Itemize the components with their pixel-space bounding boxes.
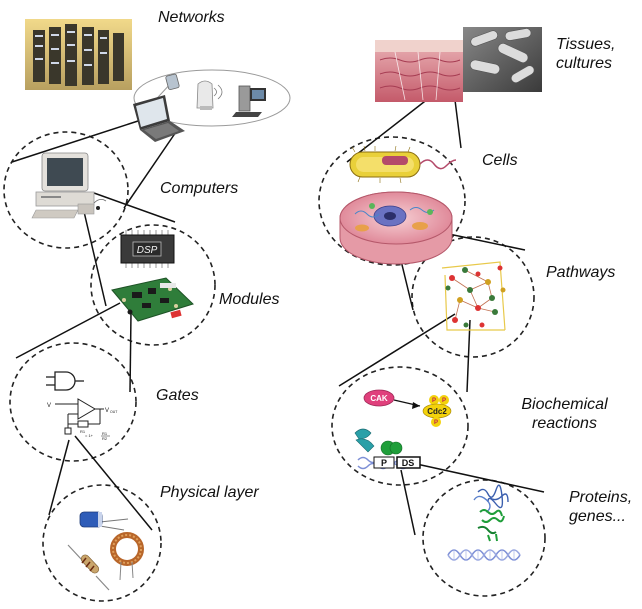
desktop-computer-icon (31, 152, 107, 219)
tissue-photo (375, 40, 463, 102)
pda-icon (165, 73, 180, 91)
biochem-label: Biochemical reactions (507, 395, 622, 433)
kinase-icon: CAK (363, 389, 421, 409)
connector-lines (11, 83, 545, 536)
p-top-right: P (442, 398, 446, 404)
opamp-gain: = 1+ (85, 433, 94, 438)
dna-helix-icon (447, 549, 521, 561)
tissues-label: Tissues, cultures (556, 35, 615, 73)
modules-label: Modules (219, 291, 280, 308)
circuit-board-icon (111, 277, 194, 322)
cdc2-complex-icon: P P Cdc2 P (422, 395, 452, 427)
bacteria-micrograph (463, 27, 542, 92)
pathways-circle (411, 236, 535, 358)
modules-circle (90, 224, 216, 346)
networks-label: Networks (158, 9, 225, 26)
proteins-circle (422, 479, 546, 597)
cells-circle (318, 136, 466, 266)
cak-label: CAK (370, 394, 388, 403)
resistor-icon (67, 544, 110, 591)
eukaryotic-cell-icon (339, 191, 453, 265)
desktop-tower-icon (232, 85, 266, 117)
proteins-label: Proteins, genes... (569, 488, 632, 526)
physical-layer-label: Physical layer (160, 484, 259, 501)
p-bottom: P (434, 420, 438, 426)
biochem-circle (331, 366, 469, 486)
bacterium-icon (349, 145, 457, 184)
cells-label: Cells (482, 152, 518, 169)
dna-strand-icon: P DS (354, 428, 421, 470)
dsp-chip-icon: DSP (120, 230, 175, 268)
pathway-network-icon (441, 261, 506, 331)
gates-label: Gates (156, 387, 199, 404)
p-top-left: P (432, 398, 436, 404)
proteins-label-line1: Proteins, (569, 489, 633, 506)
p-dna-label: P (381, 458, 387, 468)
tissues-label-line1: Tissues, (556, 36, 616, 53)
protein-structure-icon (473, 484, 509, 542)
opamp-vout-sub: OUT (110, 410, 118, 414)
physical-layer-circle (42, 484, 162, 602)
dashed-circles (3, 131, 546, 602)
ds-label: DS (402, 458, 415, 468)
inductor-coil-icon (110, 532, 144, 581)
pathways-label: Pathways (546, 264, 616, 281)
server-racks-photo (25, 19, 132, 90)
cdc2-label: Cdc2 (427, 407, 447, 416)
router-icon (196, 80, 223, 110)
laptop-icon (133, 95, 185, 142)
opamp-vout: V (105, 408, 109, 414)
computers-circle (3, 131, 129, 249)
opamp-r1: R1 (80, 429, 86, 434)
biochem-label-line2: reactions (532, 415, 597, 432)
capacitor-icon (79, 511, 129, 531)
gates-circle (9, 342, 137, 462)
computers-label: Computers (160, 180, 239, 197)
and-gate-icon (46, 371, 84, 391)
opamp-frac-bottom: R2 (102, 436, 108, 441)
tissues-label-line2: cultures (556, 55, 613, 72)
op-amp-schematic-icon: V V OUT R1 = 1+ R1 R2 (47, 398, 118, 441)
biochem-label-line1: Biochemical (521, 396, 608, 413)
proteins-label-line2: genes... (569, 508, 626, 525)
opamp-frac-top: R1 (102, 431, 108, 436)
opamp-vin: V (47, 403, 51, 409)
dsp-chip-label: DSP (137, 245, 158, 256)
